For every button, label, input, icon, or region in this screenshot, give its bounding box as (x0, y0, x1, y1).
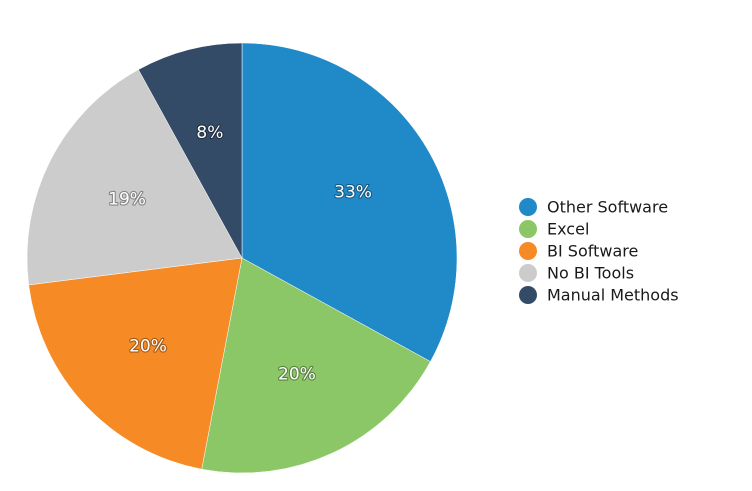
pie-slice-bi-software (28, 257, 243, 470)
pie-slice-label: 33% (334, 182, 372, 202)
legend-item: BI Software (519, 242, 638, 261)
legend-swatch (519, 198, 537, 216)
legend-swatch (519, 242, 537, 260)
pie-slice-other-software (241, 42, 458, 362)
legend-swatch (519, 220, 537, 238)
pie-slice-label: 19% (108, 189, 146, 209)
pie-slice-no-bi-tools (26, 69, 243, 286)
pie-slices (26, 42, 458, 474)
legend-swatch (519, 286, 537, 304)
legend-item: Excel (519, 220, 589, 239)
pie-slice-label: 20% (129, 336, 167, 356)
legend-item: Manual Methods (519, 286, 679, 305)
legend-item: No BI Tools (519, 264, 634, 283)
legend: Other Software Excel BI Software No BI Tool… (519, 198, 679, 305)
legend-swatch (519, 264, 537, 282)
pie-slice-manual-methods (138, 42, 243, 259)
legend-label: Excel (547, 220, 589, 239)
legend-label: Other Software (547, 198, 668, 217)
legend-item: Other Software (519, 198, 668, 217)
legend-label: BI Software (547, 242, 638, 261)
pie-slice-excel (201, 257, 431, 474)
pie-slice-labels: 33% 20% 20% 19% 8% (107, 122, 373, 386)
legend-label: Manual Methods (547, 286, 679, 305)
pie-slice-label: 8% (196, 123, 223, 143)
legend-label: No BI Tools (547, 264, 634, 283)
pie-slice-label: 20% (278, 365, 316, 385)
